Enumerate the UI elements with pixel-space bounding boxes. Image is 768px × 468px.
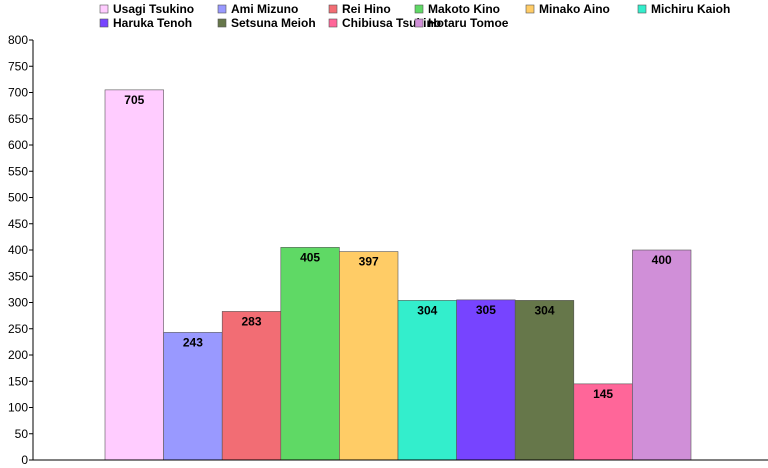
legend-swatch bbox=[217, 18, 227, 28]
bar-value-label: 405 bbox=[300, 250, 320, 264]
bar-minako-aino bbox=[339, 251, 399, 461]
legend-item-haruka-tenoh: Haruka Tenoh bbox=[99, 16, 192, 30]
legend-item-chibiusa-tsukino: Chibiusa Tsukino bbox=[328, 16, 441, 30]
bar-value-label: 304 bbox=[534, 303, 554, 317]
legend-swatch bbox=[217, 4, 227, 14]
legend-swatch bbox=[99, 18, 109, 28]
legend-label: Ami Mizuno bbox=[231, 2, 298, 16]
legend-label: Haruka Tenoh bbox=[113, 16, 192, 30]
y-tick-label: 450 bbox=[8, 217, 28, 231]
legend-swatch bbox=[328, 18, 338, 28]
legend-label: Setsuna Meioh bbox=[231, 16, 316, 30]
y-tick-label: 0 bbox=[21, 453, 28, 467]
bar-value-label: 145 bbox=[593, 387, 613, 401]
legend-swatch bbox=[525, 4, 535, 14]
y-tick-label: 750 bbox=[8, 59, 28, 73]
bar-michiru-kaioh bbox=[397, 300, 457, 461]
bar-haruka-tenoh bbox=[456, 299, 516, 461]
legend-label: Chibiusa Tsukino bbox=[342, 16, 441, 30]
bar-chibiusa-tsukino bbox=[573, 383, 633, 461]
axis-lines bbox=[32, 40, 768, 461]
y-tick-label: 550 bbox=[8, 164, 28, 178]
legend: Usagi Tsukino Ami Mizuno Rei Hino Makoto Ki… bbox=[99, 2, 730, 30]
legend-item-rei-hino: Rei Hino bbox=[328, 2, 391, 16]
legend-item-ami-mizuno: Ami Mizuno bbox=[217, 2, 298, 16]
y-tick-label: 50 bbox=[15, 427, 29, 441]
legend-item-hotaru-tomoe: Hotaru Tomoe bbox=[414, 16, 509, 30]
y-tick-label: 100 bbox=[8, 401, 28, 415]
bar-setsuna-meioh bbox=[514, 300, 575, 461]
y-tick-label: 700 bbox=[8, 86, 28, 100]
bar-makoto-kino bbox=[280, 247, 340, 461]
legend-item-michiru-kaioh: Michiru Kaioh bbox=[637, 2, 730, 16]
legend-item-usagi-tsukino: Usagi Tsukino bbox=[99, 2, 194, 16]
bar-value-label: 705 bbox=[124, 93, 144, 107]
y-tick-label: 600 bbox=[8, 138, 28, 152]
legend-item-setsuna-meioh: Setsuna Meioh bbox=[217, 16, 316, 30]
bar-value-label: 304 bbox=[417, 303, 437, 317]
legend-label: Minako Aino bbox=[539, 2, 610, 16]
legend-label: Michiru Kaioh bbox=[651, 2, 730, 16]
y-tick-label: 500 bbox=[8, 191, 28, 205]
y-tick-label: 300 bbox=[8, 296, 28, 310]
bar-value-label: 283 bbox=[241, 314, 261, 328]
y-tick-label: 250 bbox=[8, 322, 28, 336]
bar-rei-hino bbox=[221, 311, 282, 461]
legend-swatch bbox=[414, 18, 424, 28]
legend-swatch bbox=[328, 4, 338, 14]
legend-item-makoto-kino: Makoto Kino bbox=[414, 2, 500, 16]
bar-labels: 705 243 283 405 397 304 305 304 145 400 bbox=[124, 93, 672, 401]
bar-value-label: 397 bbox=[359, 255, 379, 269]
legend-swatch bbox=[637, 4, 647, 14]
bars bbox=[104, 89, 692, 461]
bar-ami-mizuno bbox=[163, 332, 223, 461]
legend-swatch bbox=[414, 4, 424, 14]
legend-label: Makoto Kino bbox=[428, 2, 500, 16]
y-tick-label: 800 bbox=[8, 33, 28, 47]
y-tick-label: 400 bbox=[8, 243, 28, 257]
y-axis: 0 50 100 150 200 250 300 350 400 450 500 550 600 650 7… bbox=[8, 33, 33, 467]
bar-hotaru-tomoe bbox=[632, 249, 692, 461]
legend-swatch bbox=[99, 4, 109, 14]
y-tick-label: 650 bbox=[8, 112, 28, 126]
legend-item-minako-aino: Minako Aino bbox=[525, 2, 610, 16]
legend-label: Usagi Tsukino bbox=[113, 2, 194, 16]
bar-value-label: 243 bbox=[183, 335, 203, 349]
legend-label: Rei Hino bbox=[342, 2, 391, 16]
bar-usagi-tsukino bbox=[104, 89, 164, 461]
y-tick-label: 350 bbox=[8, 269, 28, 283]
y-tick-label: 150 bbox=[8, 374, 28, 388]
legend-label: Hotaru Tomoe bbox=[428, 16, 509, 30]
bar-value-label: 305 bbox=[476, 303, 496, 317]
y-tick-label: 200 bbox=[8, 348, 28, 362]
bar-value-label: 400 bbox=[652, 253, 672, 267]
